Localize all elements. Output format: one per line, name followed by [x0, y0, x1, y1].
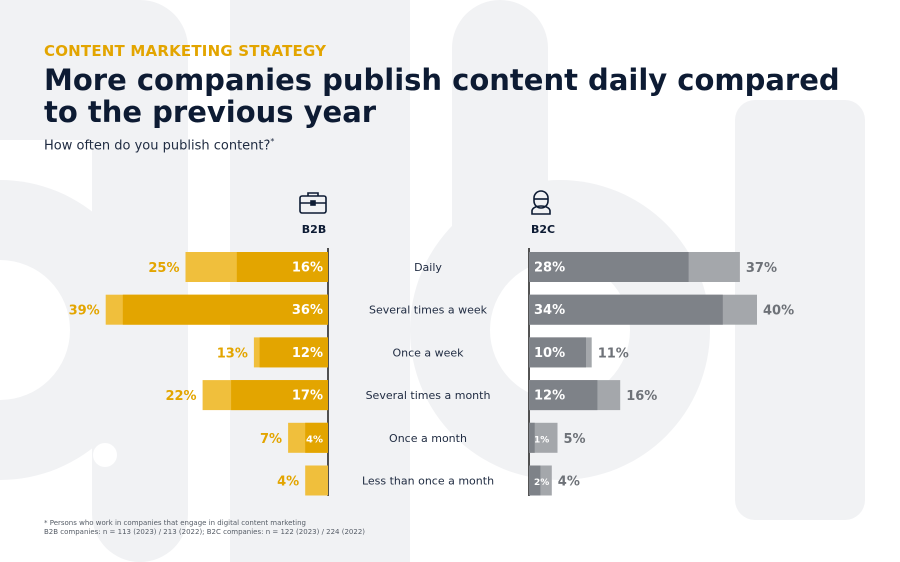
b2b-outer-label: 7%: [260, 432, 282, 447]
b2c-bar-inner: [529, 337, 586, 368]
b2c-outer-label: 40%: [763, 304, 794, 319]
b2c-outer-label: 4%: [558, 475, 580, 490]
b2c-bar-inner: [529, 422, 535, 453]
kicker: CONTENT MARKETING STRATEGY: [44, 42, 327, 60]
b2b-inner-label: 16%: [292, 261, 323, 276]
page-title: More companies publish content daily com…: [44, 63, 840, 129]
category-label: Daily: [414, 261, 442, 274]
footnote-2: B2B companies: n = 113 (2023) / 213 (202…: [44, 528, 366, 536]
b2b-inner-label: 4%: [306, 434, 323, 445]
b2c-bar-inner: [529, 465, 541, 496]
b2c-inner-label: 1%: [534, 435, 549, 445]
subtitle-footnote-mark: *: [270, 137, 275, 146]
b2c-outer-label: 11%: [598, 346, 629, 361]
b2b-bar-inner: [259, 337, 328, 368]
b2c-outer-label: 5%: [564, 432, 586, 447]
b2c-inner-label: 10%: [534, 346, 565, 361]
b2b-bar-inner: [122, 294, 328, 325]
b2b-group-label: B2B: [302, 223, 326, 236]
b2c-bar-inner: [529, 380, 598, 411]
b2b-outer-label: 22%: [165, 389, 196, 404]
b2c-inner-label: 2%: [534, 478, 549, 488]
category-label: Several times a week: [369, 304, 488, 317]
b2c-inner-label: 12%: [534, 389, 565, 404]
b2c-bar-inner: [529, 294, 723, 325]
group-icons: [299, 190, 551, 215]
b2c-inner-label: 34%: [534, 303, 565, 318]
category-label: Once a month: [389, 432, 467, 445]
footnote-1: * Persons who work in companies that eng…: [44, 519, 306, 527]
b2c-outer-label: 37%: [746, 261, 777, 276]
b2b-inner-label: 17%: [292, 389, 323, 404]
category-label: Once a week: [392, 346, 464, 359]
subtitle-text: How often do you publish content?: [44, 138, 271, 154]
person-icon: [531, 190, 551, 215]
b2b-bar-inner: [305, 422, 328, 453]
b2c-outer-label: 16%: [626, 389, 657, 404]
briefcase-icon: [299, 192, 327, 214]
b2b-inner-label: 12%: [292, 346, 323, 361]
b2b-outer-label: 13%: [217, 346, 248, 361]
b2c-group-label: B2C: [531, 223, 555, 236]
b2b-bar-inner: [236, 252, 328, 282]
b2b-outer-label: 25%: [148, 261, 179, 276]
category-label: Several times a month: [366, 389, 491, 402]
b2b-bar-inner: [231, 380, 328, 411]
b2b-outer-label: 4%: [277, 475, 299, 490]
category-label: Less than once a month: [362, 475, 494, 488]
subtitle: How often do you publish content?*: [44, 137, 274, 153]
b2c-bar-inner: [529, 252, 689, 282]
b2c-inner-label: 28%: [534, 261, 565, 276]
b2b-bar-outer: [305, 465, 328, 496]
b2b-outer-label: 39%: [69, 304, 100, 319]
b2b-inner-label: 36%: [292, 303, 323, 318]
